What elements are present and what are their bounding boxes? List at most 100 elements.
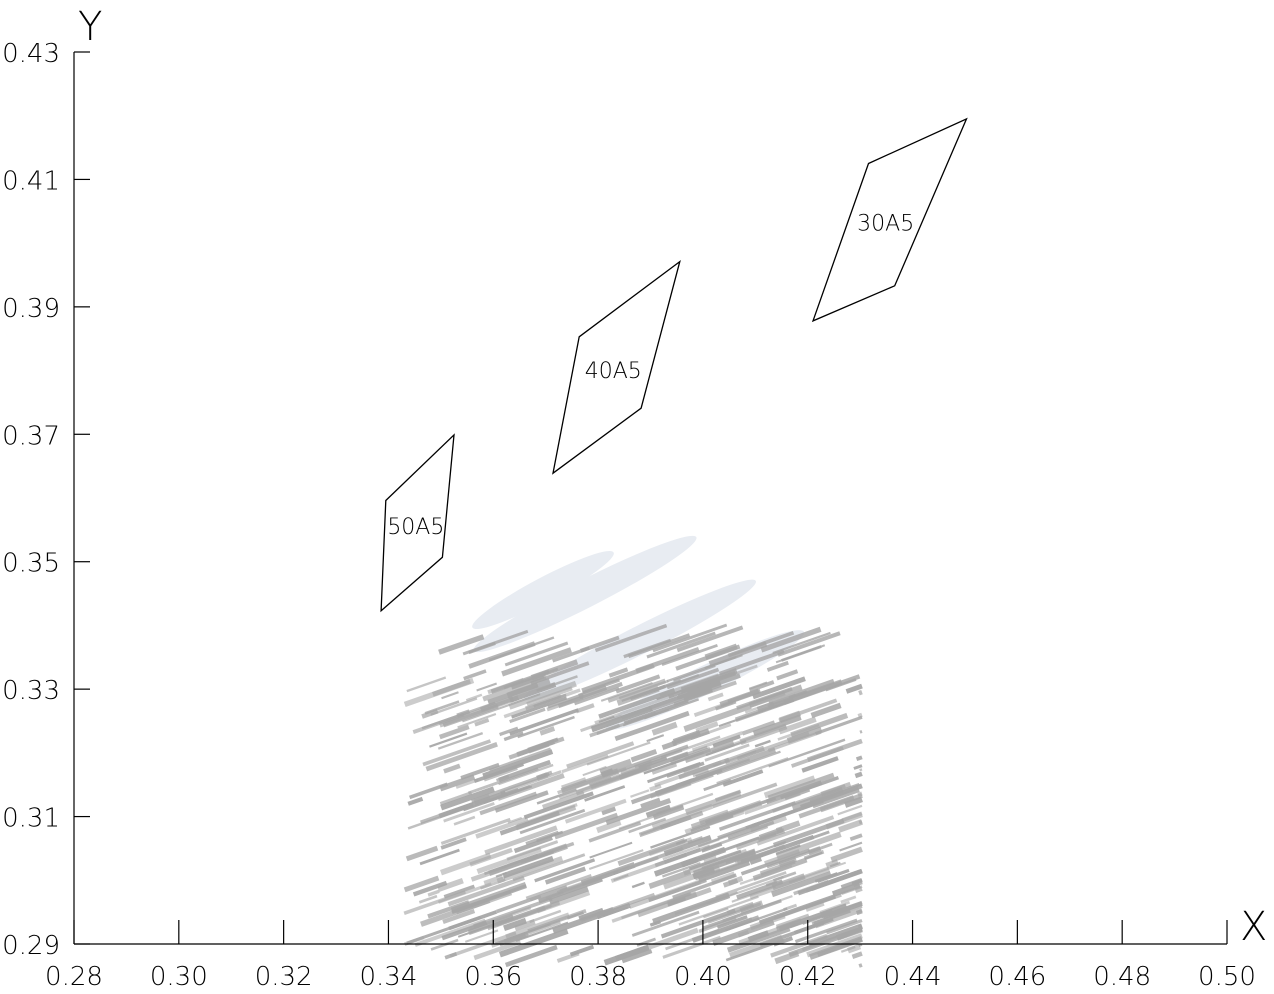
x-tick-label: 0.36	[464, 962, 522, 992]
background-streak	[588, 821, 642, 843]
background-streak	[680, 856, 699, 868]
y-tick-label: 0.41	[2, 166, 60, 196]
background-streak	[704, 653, 743, 670]
background-streak	[854, 771, 863, 779]
background-streak	[488, 747, 552, 772]
background-streak	[716, 915, 748, 929]
background-streak	[553, 812, 619, 840]
background-streak	[630, 789, 650, 798]
background-streak	[826, 918, 863, 935]
background-streak	[752, 857, 808, 881]
background-streak	[463, 669, 487, 681]
background-streak	[666, 667, 720, 690]
background-streak	[447, 875, 525, 907]
background-streak	[853, 764, 863, 770]
background-streak	[412, 880, 448, 897]
background-streak	[859, 730, 863, 734]
background-streak	[801, 756, 839, 773]
background-streak	[581, 663, 655, 693]
background-streak	[460, 762, 500, 780]
background-streak	[650, 825, 711, 849]
background-streak	[414, 918, 487, 947]
background-streak	[621, 679, 682, 703]
background-streak	[444, 952, 458, 960]
background-streak	[817, 937, 863, 957]
background-streak	[651, 721, 678, 736]
background-streak	[840, 895, 857, 904]
background-streak	[724, 745, 765, 765]
background-streak	[588, 849, 644, 871]
background-streak	[711, 724, 787, 753]
background-streak	[673, 664, 716, 682]
background-streak	[443, 884, 475, 899]
background-streak	[646, 734, 665, 743]
region-label: 30A5	[857, 211, 914, 236]
background-streak	[432, 679, 471, 697]
axes	[73, 52, 1227, 945]
background-streak	[667, 891, 698, 907]
background-streak	[561, 754, 609, 774]
background-streak	[768, 738, 846, 768]
y-tick-label: 0.35	[2, 549, 60, 579]
background-ellipse	[472, 550, 614, 630]
background-streak	[600, 681, 653, 702]
background-streak	[858, 689, 863, 696]
background-streak	[405, 845, 439, 862]
background-streak	[457, 712, 497, 729]
background-streak	[725, 840, 787, 864]
background-streak	[727, 630, 795, 658]
background-streak	[749, 913, 786, 931]
background-streak	[465, 693, 483, 702]
background-streak	[662, 862, 701, 878]
background-streak	[539, 726, 556, 736]
background-streak	[512, 853, 586, 882]
background-streak	[844, 796, 863, 808]
background-streak	[676, 625, 744, 653]
background-streak	[747, 930, 770, 943]
background-streak	[430, 938, 459, 951]
background-streak	[793, 917, 834, 935]
background-streak	[443, 802, 495, 823]
background-streak	[794, 918, 858, 944]
background-streak	[649, 783, 662, 792]
x-tick-label: 0.46	[988, 962, 1046, 992]
background-streak	[430, 697, 478, 716]
background-streak	[839, 841, 863, 852]
background-streak	[677, 679, 722, 700]
background-streak	[718, 649, 785, 676]
background-streak	[605, 798, 672, 826]
background-streak	[498, 932, 529, 947]
background-streak	[582, 765, 607, 777]
background-streak	[786, 726, 823, 744]
background-streak	[534, 858, 596, 883]
background-streak	[514, 919, 536, 932]
background-streak	[623, 638, 672, 659]
background-streak	[483, 853, 539, 876]
background-streak	[749, 684, 803, 708]
background-streak	[611, 892, 691, 923]
background-streak	[772, 631, 831, 655]
background-streak	[488, 636, 555, 662]
background-streak	[499, 810, 560, 836]
background-streak	[552, 646, 590, 663]
background-streak	[441, 920, 488, 941]
background-streak	[474, 718, 490, 727]
background-streak	[403, 875, 440, 893]
background-streak	[683, 703, 752, 732]
background-streak	[748, 681, 768, 690]
background-streak	[772, 871, 797, 882]
background-streak	[648, 878, 707, 903]
background-streak	[656, 782, 692, 798]
background-streak	[678, 895, 759, 926]
background-streak	[600, 768, 614, 778]
background-streak	[628, 817, 667, 834]
background-streak	[487, 682, 539, 705]
background-streak	[854, 886, 863, 893]
background-streak	[438, 634, 485, 655]
background-streak	[421, 708, 439, 719]
background-streak	[443, 763, 461, 774]
background-streak	[645, 804, 672, 818]
background-streak	[630, 748, 658, 763]
background-streak	[652, 804, 685, 820]
